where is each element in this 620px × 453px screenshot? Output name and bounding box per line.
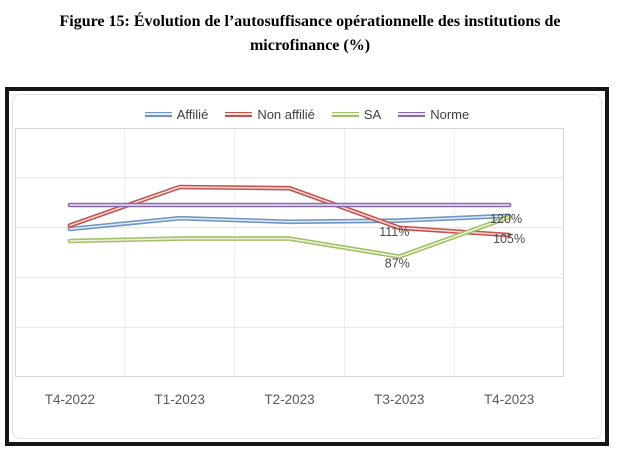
plot-border — [15, 128, 564, 377]
chart-legend: Affilié Non affilié SA Norme — [9, 104, 605, 124]
data-label-sa-t3-2023: 87% — [385, 257, 410, 271]
chart-frame: Affilié Non affilié SA Norme 111% 87% 120% 105… — [5, 87, 609, 446]
data-label-non-affilie-t4-2023: 105% — [493, 232, 525, 246]
legend-item-non-affilie: Non affilié — [225, 107, 315, 122]
legend-item-norme: Norme — [398, 107, 469, 122]
x-axis-label-t4-2023: T4-2023 — [484, 392, 534, 407]
legend-marker-norme — [398, 111, 426, 117]
legend-label-sa: SA — [363, 106, 382, 122]
figure-caption-line2: microfinance (%) — [249, 37, 371, 54]
data-label-non-affilie-t3-2023: 111% — [379, 225, 409, 239]
figure-caption: Figure 15: Évolution de l’autosuffisance… — [0, 10, 620, 58]
plot-area: 111% 87% 120% 105% T4-2022 T1-2023 T2-2023 T3-2… — [15, 128, 564, 407]
legend-label-non-affilie: Non affilié — [257, 106, 315, 122]
x-axis-label-t3-2023: T3-2023 — [374, 392, 424, 407]
figure-caption-line1: Figure 15: Évolution de l’autosuffisance… — [59, 13, 561, 30]
legend-marker-sa — [331, 111, 359, 117]
legend-marker-non-affilie — [225, 111, 253, 117]
legend-label-affilie: Affilié — [176, 106, 209, 122]
legend-marker-affilie — [144, 111, 172, 117]
x-axis-label-t2-2023: T2-2023 — [264, 392, 314, 407]
legend-item-affilie: Affilié — [144, 106, 209, 122]
series-line-core-non-affilie — [69, 186, 510, 236]
series-line-core-sa — [69, 216, 510, 258]
data-label-sa-t4-2023: 120% — [490, 212, 522, 226]
legend-item-sa: SA — [331, 106, 382, 122]
x-axis-label-t1-2023: T1-2023 — [155, 392, 205, 407]
series-line-core-affilie — [69, 215, 510, 230]
x-axis-label-t4-2022: T4-2022 — [45, 392, 95, 407]
legend-label-norme: Norme — [430, 106, 470, 122]
